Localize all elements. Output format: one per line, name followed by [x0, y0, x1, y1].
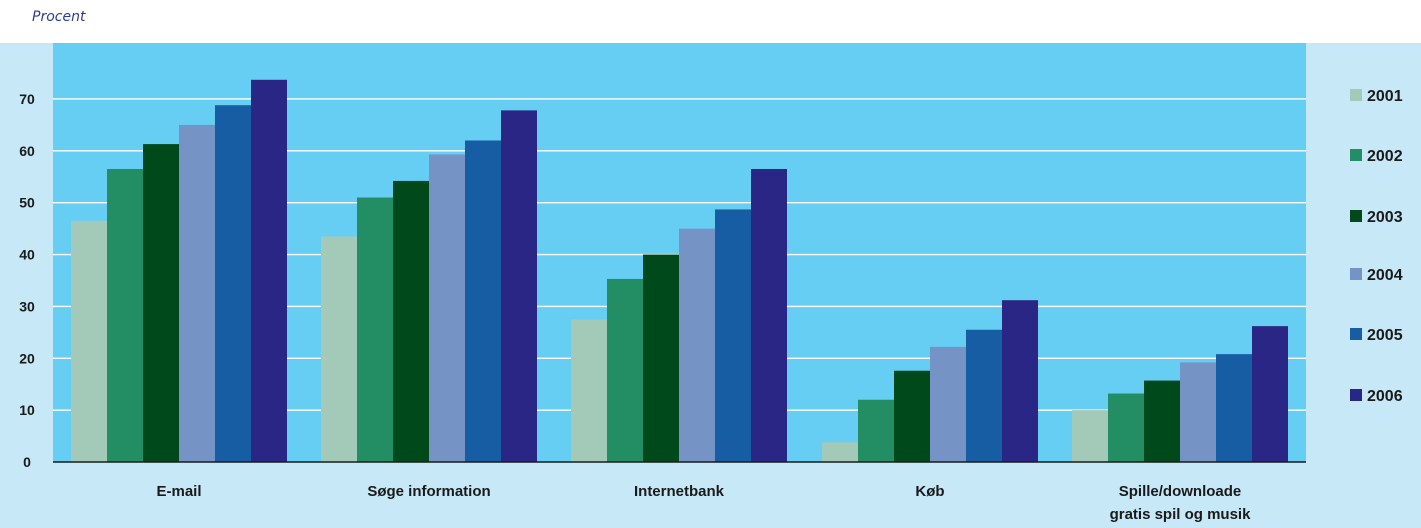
y-tick-label: 30: [19, 298, 35, 314]
bar-2006-1: [501, 110, 537, 463]
unit-label: Procent: [32, 9, 86, 25]
bar-2004-3: [930, 346, 966, 462]
bar-2001-0: [71, 220, 107, 462]
category-label: E-mail: [156, 483, 201, 500]
y-tick-label: 0: [23, 454, 31, 470]
bar-2001-4: [1072, 410, 1108, 462]
category-label: Spille/downloade: [1119, 483, 1242, 500]
legend-label-2001: 2001: [1367, 88, 1403, 105]
legend-label-2004: 2004: [1367, 267, 1403, 284]
bar-2004-1: [429, 154, 465, 462]
bar-2003-4: [1144, 380, 1180, 462]
y-tick-label: 20: [19, 350, 35, 366]
bar-2006-4: [1252, 326, 1288, 462]
bar-2006-3: [1002, 300, 1038, 462]
legend-swatch-2002: [1350, 149, 1362, 161]
bar-2004-4: [1180, 362, 1216, 462]
legend-label-2002: 2002: [1367, 148, 1403, 165]
bar-2005-4: [1216, 354, 1252, 462]
bar-2003-0: [143, 144, 179, 462]
bar-2002-2: [607, 278, 643, 462]
bar-2002-1: [357, 197, 393, 462]
y-tick-label: 40: [19, 247, 35, 263]
legend-swatch-2001: [1350, 89, 1362, 101]
legend-label-2005: 2005: [1367, 327, 1403, 344]
bar-2005-2: [715, 209, 751, 462]
bar-2003-2: [643, 254, 679, 462]
bar-2001-3: [822, 442, 858, 462]
legend-swatch-2006: [1350, 389, 1362, 401]
bar-2002-0: [107, 168, 143, 462]
y-tick-label: 60: [19, 143, 35, 159]
category-label: Køb: [915, 483, 944, 500]
legend-label-2003: 2003: [1367, 209, 1403, 226]
bar-2001-1: [321, 236, 357, 462]
legend-swatch-2003: [1350, 210, 1362, 222]
category-label: gratis spil og musik: [1110, 506, 1252, 523]
y-tick-label: 70: [19, 91, 35, 107]
bar-2003-3: [894, 370, 930, 462]
bar-2006-2: [751, 168, 787, 462]
category-label: Søge information: [367, 483, 490, 500]
category-label: Internetbank: [634, 483, 725, 500]
bar-2002-4: [1108, 393, 1144, 462]
y-tick-label: 10: [19, 402, 35, 418]
bar-2003-1: [393, 180, 429, 462]
bar-2004-2: [679, 228, 715, 462]
bar-2001-2: [571, 319, 607, 462]
legend-swatch-2005: [1350, 328, 1362, 340]
legend-label-2006: 2006: [1367, 388, 1403, 405]
bar-2006-0: [251, 79, 287, 462]
legend-swatch-2004: [1350, 268, 1362, 280]
bar-2005-0: [215, 105, 251, 463]
bar-2002-3: [858, 399, 894, 462]
bar-2004-0: [179, 124, 215, 462]
y-tick-label: 50: [19, 195, 35, 211]
bar-2005-3: [966, 329, 1002, 462]
bar-2005-1: [465, 140, 501, 462]
